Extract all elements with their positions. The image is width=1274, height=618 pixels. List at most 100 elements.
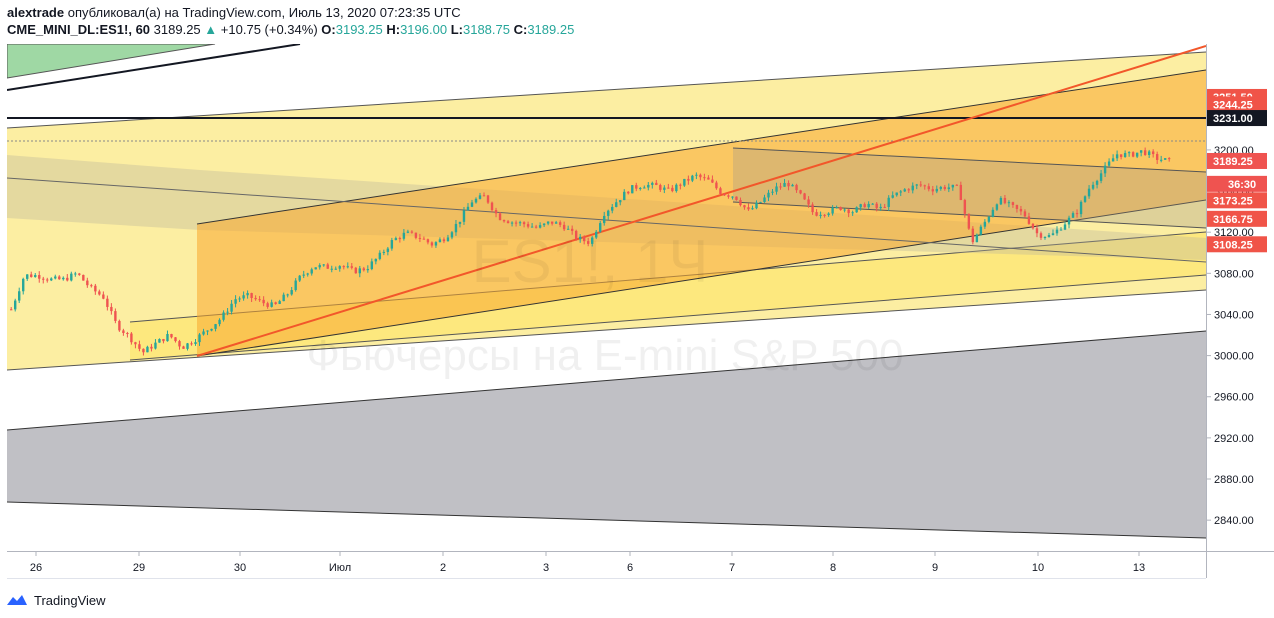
candle-body bbox=[639, 188, 642, 190]
candle-body bbox=[1055, 229, 1059, 234]
price-tick-label: 3080.00 bbox=[1214, 268, 1254, 280]
orange-channel-bottom-line[interactable] bbox=[196, 199, 1206, 357]
published-text: опубликовал(а) на TradingView.com, Июль … bbox=[67, 5, 461, 20]
flag-top-line[interactable] bbox=[732, 147, 1206, 173]
candle-body bbox=[122, 330, 125, 334]
candle-body bbox=[282, 294, 285, 302]
candle-body bbox=[767, 192, 770, 198]
candle-body bbox=[747, 207, 750, 210]
yellow-channel-bottom-line[interactable] bbox=[7, 289, 1206, 371]
candle-body bbox=[1115, 154, 1119, 159]
candle-body bbox=[558, 222, 562, 225]
candle-body bbox=[314, 267, 317, 270]
grey-channel-shape[interactable] bbox=[7, 331, 1206, 538]
grey-channel-top-line[interactable] bbox=[7, 330, 1206, 431]
candle-body bbox=[607, 210, 610, 216]
candle-body bbox=[250, 293, 253, 298]
candle-body bbox=[230, 303, 233, 312]
candle-body bbox=[42, 278, 45, 280]
candle-body bbox=[891, 195, 894, 198]
watermark-description: Фьючерсы на E-mini S&P 500 bbox=[307, 331, 904, 380]
time-axis[interactable]: 26 29 30 Июл 2 3 6 7 8 9 10 13 bbox=[30, 551, 1145, 574]
candle-body bbox=[663, 187, 666, 190]
yellow-channel-top-line[interactable] bbox=[7, 51, 1206, 129]
candle-body bbox=[1167, 158, 1171, 160]
candle-body bbox=[1039, 233, 1043, 238]
author-name[interactable]: alextrade bbox=[7, 5, 65, 20]
inner-yellow-bottom-line[interactable] bbox=[129, 274, 1206, 361]
price-tick-label: 3000.00 bbox=[1214, 351, 1254, 363]
candle-body bbox=[975, 234, 979, 243]
candle-body bbox=[442, 239, 446, 242]
candle-body bbox=[490, 202, 494, 211]
candle-body bbox=[462, 210, 466, 222]
candle-body bbox=[619, 200, 622, 203]
candle-body bbox=[1143, 150, 1147, 155]
candle-body bbox=[959, 184, 963, 201]
candle-body bbox=[1107, 161, 1111, 166]
symbol-label[interactable]: CME_MINI_DL:ES1!, 60 bbox=[7, 22, 151, 37]
candle-body bbox=[370, 261, 374, 270]
time-tick-label: 6 bbox=[627, 562, 633, 574]
candle-body bbox=[294, 280, 297, 291]
candle-body bbox=[983, 221, 987, 227]
candle-body bbox=[498, 213, 502, 221]
inner-yellow-channel[interactable] bbox=[130, 232, 1206, 360]
candle-body bbox=[542, 223, 546, 226]
candle-body bbox=[999, 197, 1003, 205]
candle-body bbox=[683, 178, 686, 186]
candle-body bbox=[1151, 151, 1155, 155]
price-label-box bbox=[1207, 175, 1267, 192]
candle-body bbox=[582, 236, 586, 242]
candle-body bbox=[94, 285, 97, 292]
green-triangle-shape[interactable] bbox=[7, 44, 216, 79]
candle-body bbox=[1063, 224, 1067, 230]
price-axis[interactable]: 3200.003160.003120.003080.003040.003000.… bbox=[1206, 145, 1254, 527]
pale-band-line[interactable] bbox=[7, 177, 1206, 263]
candle-body bbox=[759, 202, 762, 204]
candle-body bbox=[154, 342, 157, 349]
tradingview-logo-icon[interactable] bbox=[6, 593, 28, 607]
candle-body bbox=[578, 236, 582, 240]
candle-body bbox=[418, 237, 422, 239]
candle-body bbox=[1147, 151, 1151, 155]
price-tick-label: 2960.00 bbox=[1214, 392, 1254, 404]
orange-channel-shape[interactable] bbox=[197, 70, 1206, 356]
candle-body bbox=[967, 213, 971, 229]
candle-body bbox=[771, 191, 774, 193]
candle-body bbox=[150, 346, 153, 349]
candle-body bbox=[206, 330, 209, 332]
candle-body bbox=[146, 346, 149, 353]
candle-body bbox=[310, 269, 313, 274]
orange-channel-top-line[interactable] bbox=[196, 69, 1206, 225]
red-trend-line[interactable] bbox=[196, 45, 1206, 357]
candle-body bbox=[30, 274, 33, 278]
candle-body bbox=[70, 273, 73, 281]
candle-body bbox=[382, 251, 386, 253]
candle-body bbox=[875, 203, 878, 209]
candle-body bbox=[1059, 229, 1063, 231]
candle-body bbox=[390, 240, 394, 249]
candle-body bbox=[306, 273, 309, 275]
candle-body bbox=[843, 209, 846, 211]
candle-body bbox=[775, 186, 778, 192]
candle-body bbox=[46, 279, 49, 281]
time-tick-label: 30 bbox=[234, 562, 246, 574]
footer-brand[interactable]: TradingView bbox=[34, 592, 106, 608]
candle-body bbox=[687, 178, 690, 181]
candle-body bbox=[923, 185, 926, 187]
candle-body bbox=[691, 175, 694, 181]
time-tick-label: 2 bbox=[440, 562, 446, 574]
black-trend-line[interactable] bbox=[7, 44, 301, 91]
candle-body bbox=[871, 203, 874, 205]
candle-body bbox=[815, 212, 818, 216]
candle-body bbox=[631, 185, 634, 194]
candle-body bbox=[1155, 154, 1159, 160]
candle-body bbox=[378, 252, 382, 259]
candle-body bbox=[14, 300, 17, 310]
grey-channel-bottom-line[interactable] bbox=[7, 501, 1206, 539]
candle-body bbox=[1023, 211, 1027, 217]
candle-body bbox=[454, 223, 458, 233]
candle-body bbox=[655, 182, 658, 186]
